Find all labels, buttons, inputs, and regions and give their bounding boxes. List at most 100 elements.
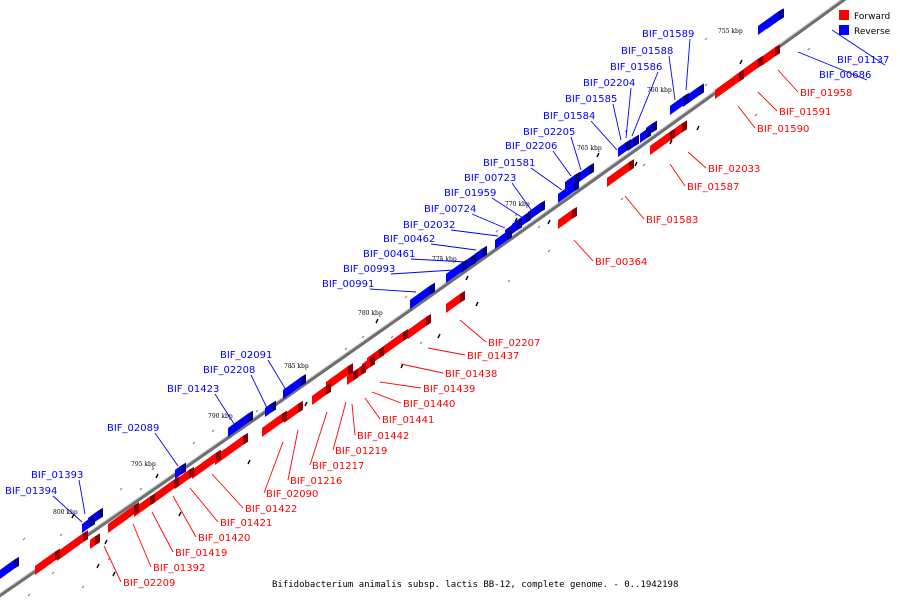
scale-label: 760 kbp (647, 87, 672, 94)
gene-leader-line (491, 197, 527, 221)
gene-leader-line (309, 411, 328, 466)
reverse-gene-label: BIF_00991 (322, 279, 374, 290)
forward-gene-block (154, 476, 179, 503)
gene-leader-line (263, 441, 284, 494)
reverse-gene-block (767, 8, 784, 29)
reverse-gene-label: BIF_02206 (505, 141, 557, 152)
forward-gene-block (650, 128, 675, 155)
gene-leader-line (430, 243, 477, 251)
forward-gene-block (408, 314, 431, 339)
forward-gene-block (326, 363, 353, 391)
scale-label: 755 kbp (718, 28, 743, 35)
forward-gene-label: BIF_01958 (800, 88, 852, 99)
reverse-gene-label: BIF_01394 (5, 486, 57, 497)
forward-gene-block (108, 502, 139, 533)
forward-gene-block (312, 382, 331, 405)
gene-leader-line (687, 151, 707, 169)
reverse-gene-label: BIF_00461 (363, 249, 415, 260)
gene-leader-line (757, 91, 778, 112)
reverse-gene-label: BIF_02205 (523, 127, 575, 138)
gene-leader-line (400, 363, 444, 374)
gene-leader-line (351, 403, 356, 436)
reverse-gene-label: BIF_01393 (31, 470, 83, 481)
forward-gene-block (607, 159, 634, 187)
legend-forward-label: Forward (854, 12, 890, 22)
scale-labels: 755 kbp 760 kbp 765 kbp 770 kbp 775 kbp … (53, 28, 743, 516)
gene-leader-line (624, 195, 645, 220)
reverse-gene-block (558, 179, 579, 203)
gene-leader-line (250, 374, 269, 411)
forward-gene-block (715, 69, 744, 99)
forward-gene-label: BIF_01591 (779, 107, 831, 118)
gene-leader-line (189, 487, 219, 523)
reverse-gene-label: BIF_00724 (424, 204, 476, 215)
gene-leader-line (625, 87, 632, 139)
forward-gene-label: BIF_02033 (708, 164, 760, 175)
forward-gene-block (446, 290, 465, 313)
scale-label: 785 kbp (284, 363, 309, 370)
forward-gene-label: BIF_01440 (403, 399, 455, 410)
reverse-gene-label: BIF_01588 (621, 46, 673, 57)
gene-leader-line (172, 495, 197, 538)
scale-label: 800 kbp (53, 509, 78, 516)
forward-gene-label: BIF_01438 (445, 369, 497, 380)
gene-leader-line (379, 381, 422, 389)
forward-gene-block (192, 449, 221, 479)
gene-leader-line (154, 432, 179, 467)
gene-leader-line (573, 239, 594, 262)
gene-leader-line (410, 258, 467, 263)
reverse-gene-label: BIF_01137 (837, 55, 889, 66)
gene-leader-line (612, 103, 622, 141)
gene-leader-line (685, 38, 691, 91)
gene-leader-line (390, 269, 455, 275)
forward-gene-label: BIF_01587 (687, 182, 739, 193)
reverse-gene-label: BIF_01586 (610, 62, 662, 73)
reverse-gene-label: BIF_02204 (583, 78, 635, 89)
forward-gene-label: BIF_01216 (290, 476, 342, 487)
reverse-gene-label: BIF_01423 (167, 384, 219, 395)
minor-ticks (22, 37, 811, 597)
legend-reverse-label: Reverse (854, 27, 891, 37)
legend-forward-swatch (839, 10, 849, 20)
reverse-gene-label: BIF_01585 (565, 94, 617, 105)
scale-label: 790 kbp (208, 413, 233, 420)
gene-leader-line (369, 288, 417, 293)
reverse-gene-label: BIF_01589 (642, 29, 694, 40)
reverse-gene-block (265, 400, 276, 417)
forward-gene-block (35, 548, 60, 575)
gene-leader-line (287, 429, 299, 481)
reverse-gene-label: BIF_00686 (819, 70, 871, 81)
forward-gene-label: BIF_02209 (123, 578, 175, 589)
forward-gene-label: BIF_00364 (595, 257, 647, 268)
forward-gene-block (381, 329, 408, 357)
gene-leader-line (552, 150, 572, 177)
forward-gene-block (90, 533, 100, 549)
gene-leader-line (471, 213, 506, 229)
reverse-gene-label: BIF_02091 (220, 350, 272, 361)
forward-gene-label: BIF_02090 (266, 489, 318, 500)
gene-leader-line (669, 163, 686, 187)
forward-gene-block (262, 410, 287, 437)
forward-gene-label: BIF_01590 (757, 124, 809, 135)
reverse-gene-label: BIF_02089 (107, 423, 159, 434)
forward-gene-block (215, 432, 248, 465)
scale-label: 780 kbp (358, 310, 383, 317)
scale-label: 770 kbp (505, 201, 530, 208)
forward-gene-label: BIF_01420 (198, 533, 250, 544)
reverse-gene-block (640, 126, 651, 143)
legend-reverse-swatch (839, 25, 849, 35)
forward-gene-label: BIF_01217 (312, 461, 364, 472)
reverse-gene-block (618, 139, 631, 157)
major-ticks (71, 59, 743, 577)
gene-leader-line (530, 167, 563, 191)
forward-gene-label: BIF_01419 (175, 548, 227, 559)
forward-gene-label: BIF_01441 (382, 415, 434, 426)
reverse-gene-block (495, 228, 512, 249)
gene-layer: BIF_01589 BIF_01588 BIF_01586 BIF_02204 BIF_… (0, 8, 889, 589)
gene-leader-line (777, 69, 799, 93)
reverse-gene-block (283, 374, 306, 399)
reverse-gene-label: BIF_00462 (383, 234, 435, 245)
reverse-gene-label: BIF_02208 (203, 365, 255, 376)
forward-gene-label: BIF_01583 (646, 215, 698, 226)
forward-gene-label: BIF_01421 (220, 518, 272, 529)
